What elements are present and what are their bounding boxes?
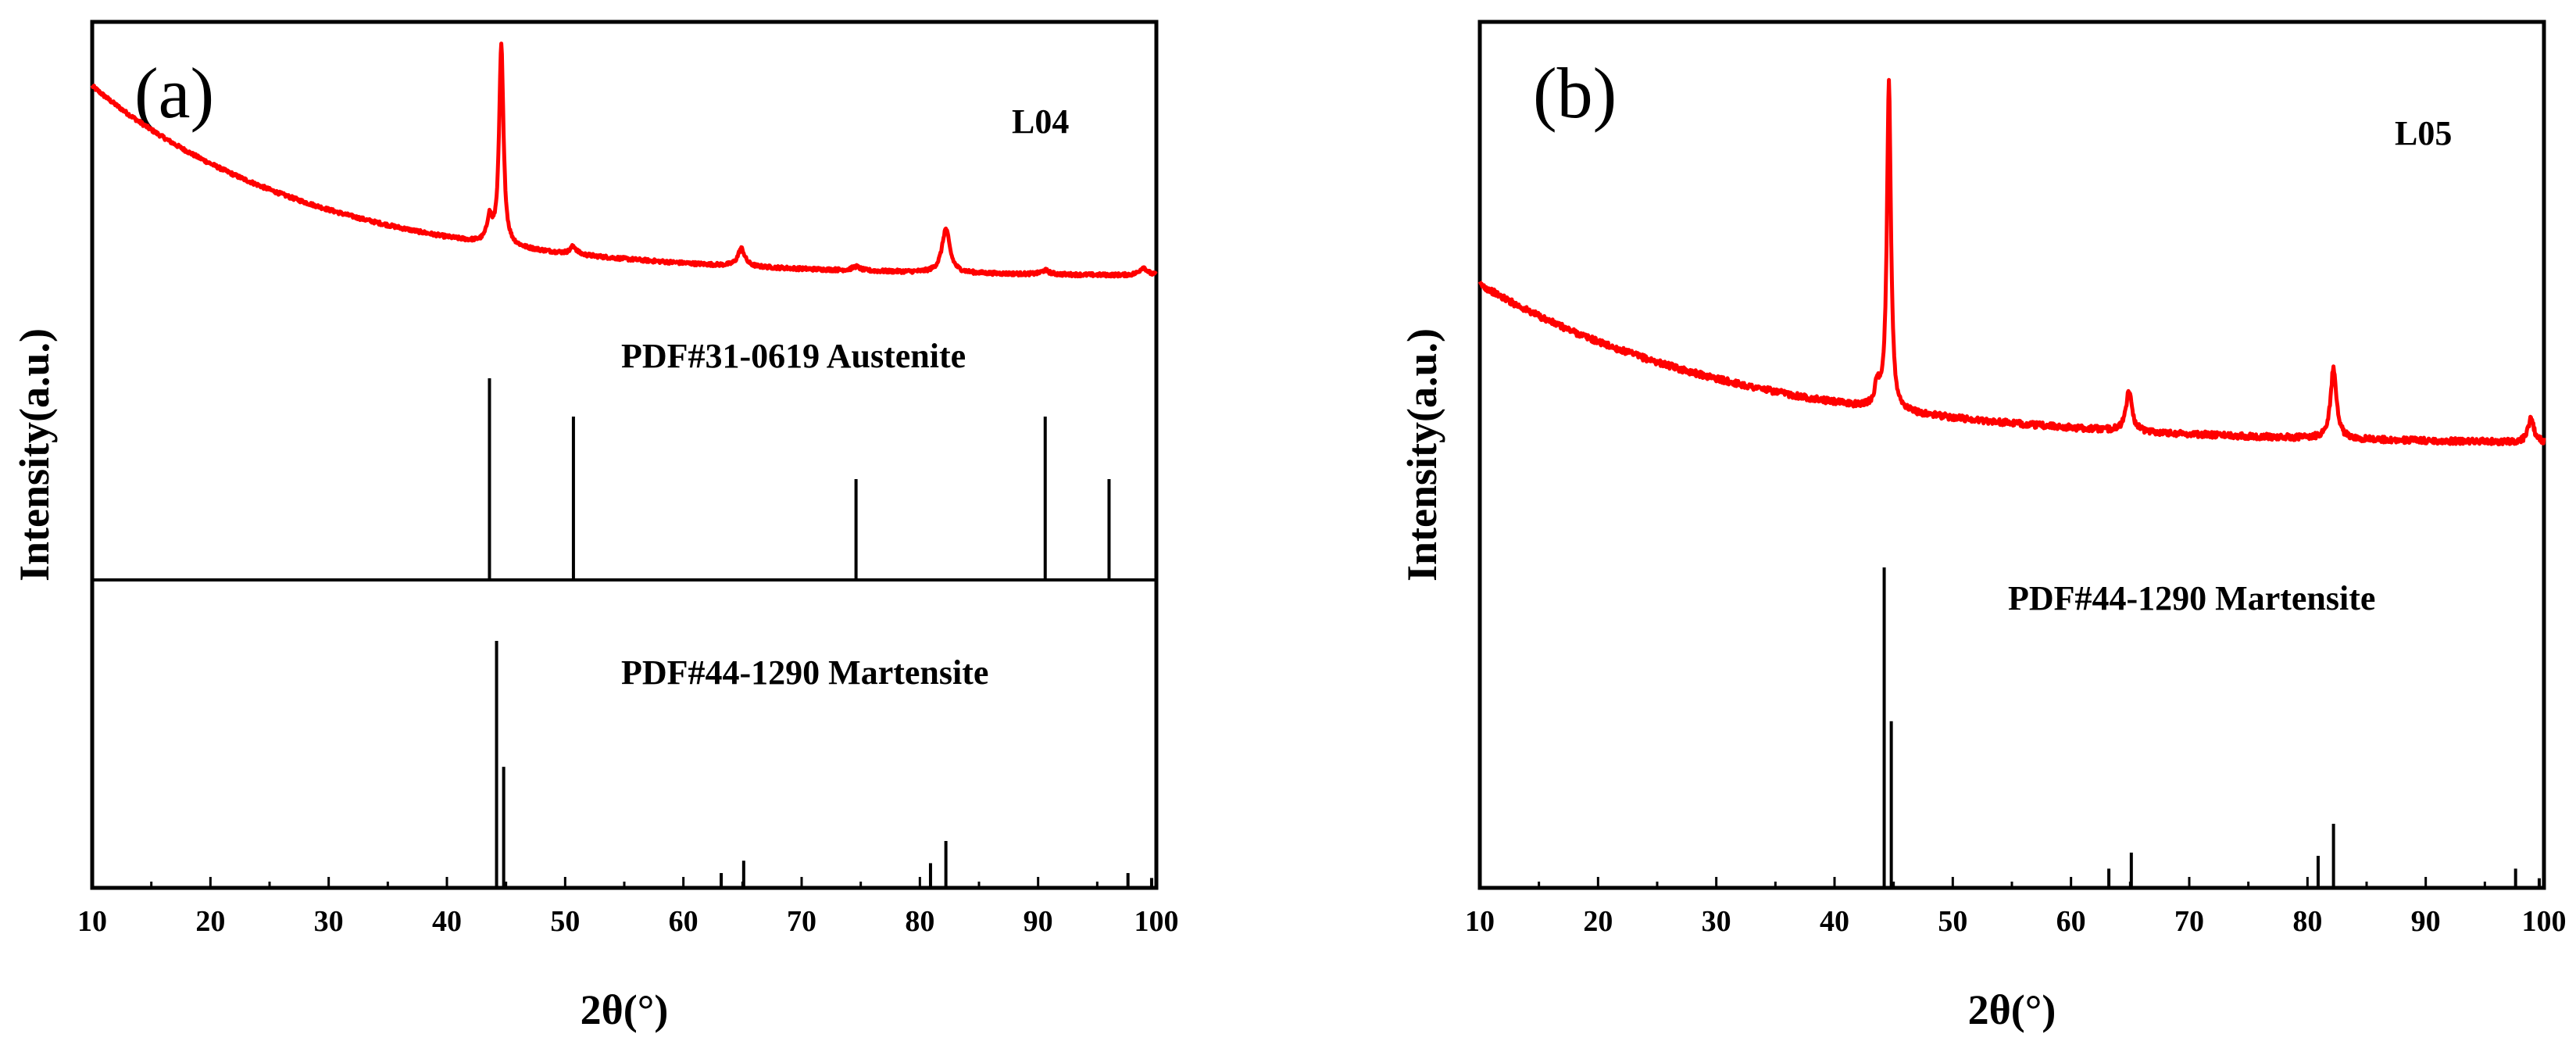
panel-label-b: (b)	[1533, 53, 1617, 133]
reference-label-martensite-b: PDF#44-1290 Martensite	[2008, 579, 2375, 617]
x-tick-label: 40	[432, 905, 462, 938]
x-tick-label: 60	[669, 905, 698, 938]
x-tick-label: 60	[2056, 905, 2086, 938]
x-tick-label: 100	[2522, 905, 2567, 938]
x-tick-label: 10	[1465, 905, 1495, 938]
x-ticks-a: 10 20 30 40 50 60 70 80 90 100	[77, 877, 1179, 938]
plot-frame-a	[90, 20, 1159, 890]
xrd-line	[1477, 77, 2546, 447]
x-tick-label: 90	[2411, 905, 2441, 938]
x-tick-label: 30	[314, 905, 344, 938]
x-tick-label: 90	[1024, 905, 1053, 938]
x-tick-label: 20	[1583, 905, 1613, 938]
reference-label-martensite-a: PDF#44-1290 Martensite	[621, 653, 988, 692]
y-axis-label-b: Intensity(a.u.)	[1399, 328, 1445, 581]
x-tick-label: 50	[1938, 905, 1967, 938]
x-tick-label: 50	[550, 905, 580, 938]
sample-label-b: L05	[2395, 114, 2452, 152]
xrd-pattern-a	[90, 41, 1158, 279]
x-axis-label-b: 2θ(°)	[1968, 986, 2056, 1033]
x-tick-label: 10	[77, 905, 107, 938]
x-tick-label: 40	[1820, 905, 1849, 938]
plot-frame-b	[1477, 20, 2546, 890]
sample-label-a: L04	[1012, 102, 1069, 141]
x-tick-label: 30	[1702, 905, 1731, 938]
panel-a: (a) L04 PDF#31-0619 Austenite PDF#44-129…	[11, 20, 1179, 1033]
x-tick-label: 80	[2292, 905, 2322, 938]
panel-label-a: (a)	[134, 53, 214, 133]
panel-b: (b) L05 PDF#44-1290 Martensite 2θ(°) Int…	[1399, 20, 2567, 1033]
x-tick-label: 80	[905, 905, 934, 938]
reference-sticks-a	[488, 378, 1153, 888]
reference-label-austenite: PDF#31-0619 Austenite	[621, 337, 966, 375]
x-tick-label: 70	[787, 905, 816, 938]
reference-sticks-b	[1882, 567, 2541, 888]
x-ticks-b: 10 20 30 40 50 60 70 80 90 100	[1465, 877, 2567, 938]
x-axis-label-a: 2θ(°)	[581, 986, 669, 1033]
x-tick-label: 20	[195, 905, 225, 938]
y-axis-label-a: Intensity(a.u.)	[11, 328, 58, 581]
xrd-line	[90, 41, 1158, 279]
x-tick-label: 70	[2174, 905, 2204, 938]
xrd-pattern-b	[1477, 77, 2546, 447]
x-tick-label: 100	[1134, 905, 1179, 938]
